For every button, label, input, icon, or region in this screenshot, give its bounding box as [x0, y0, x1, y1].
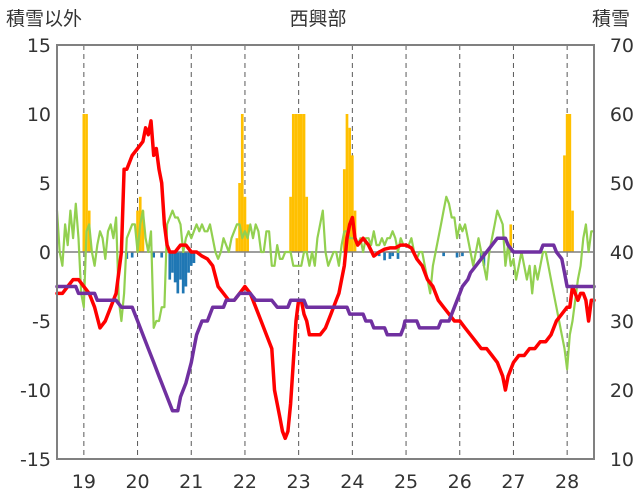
bar-positive	[297, 114, 300, 252]
bar-negative	[168, 252, 172, 280]
bar-positive	[342, 169, 346, 252]
left-tick-label: 5	[39, 173, 51, 195]
bar-positive	[291, 114, 295, 252]
left-tick-label: 15	[27, 35, 51, 57]
bar-positive	[294, 114, 298, 252]
right-tick-label: 70	[610, 35, 634, 57]
bar-positive	[136, 210, 139, 252]
bar-negative	[396, 252, 400, 259]
bar-negative	[388, 252, 392, 259]
bar-negative	[383, 252, 386, 261]
bar-positive	[238, 183, 241, 252]
bar-negative	[192, 252, 196, 264]
x-tick-label: 27	[501, 471, 525, 493]
plot-frame	[56, 44, 595, 460]
bar-negative	[482, 252, 486, 266]
series-line	[55, 195, 596, 371]
bar-positive	[302, 114, 306, 252]
bar-negative	[179, 252, 182, 280]
bar-positive	[563, 155, 566, 252]
bar-positive	[141, 210, 145, 252]
bar-positive	[289, 196, 292, 252]
bar-negative	[455, 252, 459, 258]
bar-positive	[571, 210, 574, 252]
x-tick-label: 20	[125, 471, 149, 493]
right-tick-label: 30	[610, 311, 634, 333]
bar-positive	[235, 238, 239, 252]
right-tick-label: 50	[610, 173, 634, 195]
x-tick-label: 19	[72, 471, 96, 493]
bar-negative	[391, 252, 394, 257]
plot-area: -15 -10 -5 0 5 10 15 10 20 30 40 50 60 70 19 20 21 22 23 24…	[20, 35, 634, 493]
left-axis-label: 積雪以外	[6, 8, 82, 30]
left-tick-label: -10	[20, 380, 51, 402]
x-tick-label: 21	[179, 471, 203, 493]
right-tick-label: 40	[610, 242, 634, 264]
left-tick-label: 0	[39, 242, 51, 264]
right-tick-label: 20	[610, 380, 634, 402]
bar-positive	[509, 224, 513, 252]
x-tick-label: 22	[233, 471, 257, 493]
left-tick-label: 10	[27, 104, 51, 126]
bar-positive	[568, 114, 572, 252]
right-tick-label: 10	[610, 449, 634, 471]
bar-negative	[152, 252, 156, 258]
bar-positive	[305, 196, 309, 252]
x-tick-label: 28	[555, 471, 579, 493]
bar-negative	[181, 252, 185, 294]
bar-positive	[345, 114, 349, 252]
right-tick-label: 60	[610, 104, 634, 126]
bar-negative	[184, 252, 188, 287]
bar-positive	[240, 114, 244, 252]
bar-positive	[565, 114, 569, 252]
bar-positive	[299, 114, 303, 252]
bar-positive	[85, 114, 88, 252]
bar-negative	[130, 252, 134, 258]
series-line	[55, 236, 596, 413]
chart-title: 西興部	[289, 8, 346, 30]
right-axis-label: 積雪	[592, 8, 630, 30]
bar-negative	[442, 252, 445, 257]
bar-negative	[461, 252, 464, 257]
bar-negative	[173, 252, 177, 283]
x-tick-label: 23	[287, 471, 311, 493]
x-tick-label: 24	[340, 471, 364, 493]
bar-negative	[171, 252, 174, 273]
series-line	[55, 119, 596, 441]
bar-positive	[243, 196, 247, 252]
bar-negative	[160, 252, 164, 258]
bar-negative	[189, 252, 193, 266]
bar-negative	[176, 252, 180, 294]
bar-negative	[187, 252, 190, 273]
bar-positive	[82, 114, 86, 252]
bar-positive	[348, 127, 352, 252]
left-tick-label: -15	[20, 449, 51, 471]
x-tick-label: 26	[448, 471, 472, 493]
bar-positive	[351, 155, 354, 252]
left-tick-label: -5	[32, 311, 51, 333]
x-tick-label: 25	[394, 471, 418, 493]
